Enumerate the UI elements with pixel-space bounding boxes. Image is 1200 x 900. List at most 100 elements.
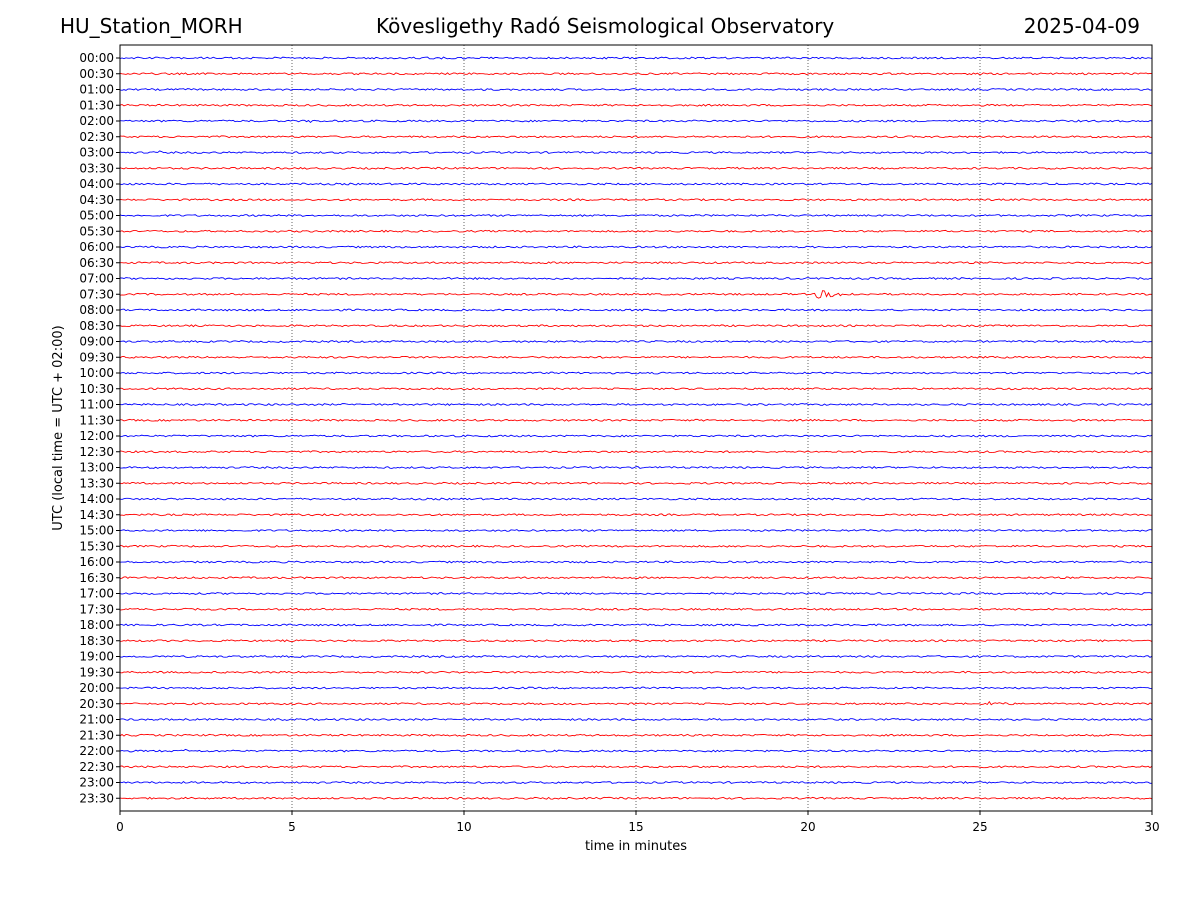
y-tick-label: 18:30 [79,634,114,648]
trace-2300 [119,781,1153,784]
x-tick-label: 15 [628,820,643,834]
y-tick-label: 15:00 [79,524,114,538]
y-tick-label: 20:30 [79,697,114,711]
y-tick-label: 08:00 [79,303,114,317]
trace-2030 [119,700,1153,706]
trace-1630 [119,576,1153,580]
y-tick-label: 23:30 [79,791,114,805]
trace-1930 [119,670,1153,674]
x-tick-label: 30 [1144,820,1159,834]
y-tick-label: 17:00 [79,587,114,601]
y-tick-label: 03:00 [79,146,114,160]
trace-0830 [119,324,1153,328]
y-tick-label: 00:00 [79,51,114,65]
y-tick-label: 15:30 [79,539,114,553]
trace-0530 [119,229,1153,233]
y-tick-label: 09:30 [79,350,114,364]
y-tick-label: 05:00 [79,209,114,223]
y-tick-label: 20:00 [79,681,114,695]
trace-0130 [119,103,1153,107]
y-tick-label: 12:00 [79,429,114,443]
trace-1600 [119,560,1153,564]
trace-0230 [119,135,1153,139]
trace-0900 [119,340,1153,343]
trace-1330 [119,481,1153,485]
y-tick-label: 23:00 [79,776,114,790]
trace-1700 [119,592,1153,595]
x-tick-label: 0 [116,820,124,834]
trace-0100 [119,88,1153,91]
y-tick-label: 03:30 [79,161,114,175]
y-tick-label: 10:30 [79,382,114,396]
trace-1000 [119,371,1153,375]
trace-1800 [119,623,1153,627]
y-tick-label: 06:00 [79,240,114,254]
y-tick-label: 13:00 [79,461,114,475]
grid-lines [291,45,981,811]
trace-1730 [119,607,1153,611]
trace-0330 [119,166,1153,170]
y-tick-label: 01:30 [79,98,114,112]
y-tick-label: 22:30 [79,760,114,774]
y-tick-label: 13:30 [79,476,114,490]
trace-1100 [119,403,1153,406]
y-tick-label: 07:00 [79,272,114,286]
x-axis-label: time in minutes [585,839,687,854]
y-tick-label: 16:30 [79,571,114,585]
trace-2230 [119,765,1153,769]
station-name: HU_Station_MORH [60,14,243,38]
x-tick-label: 10 [456,820,471,834]
trace-0730 [119,290,1153,299]
trace-1200 [119,434,1153,438]
trace-1430 [119,513,1153,517]
y-tick-label: 16:00 [79,555,114,569]
trace-0000 [119,56,1153,60]
trace-2130 [119,733,1153,737]
trace-0400 [119,182,1153,186]
record-date: 2025-04-09 [1023,14,1140,38]
trace-group [119,56,1153,800]
y-tick-label: 22:00 [79,744,114,758]
trace-2330 [119,796,1153,800]
trace-0600 [119,245,1153,249]
trace-0930 [119,355,1153,359]
trace-2100 [119,718,1153,721]
trace-0430 [119,198,1153,202]
trace-0030 [119,72,1153,76]
chart-title: Kövesligethy Radó Seismological Observat… [376,14,835,38]
y-tick-label: 05:30 [79,224,114,238]
y-tick-label: 11:00 [79,398,114,412]
x-tick-label: 5 [288,820,296,834]
y-tick-label: 09:00 [79,335,114,349]
y-tick-label: 00:30 [79,67,114,81]
y-tick-label: 12:30 [79,445,114,459]
y-tick-label: 19:30 [79,665,114,679]
y-tick-label: 08:30 [79,319,114,333]
y-tick-label: 14:00 [79,492,114,506]
trace-0300 [119,150,1153,154]
y-axis-label: UTC (local time = UTC + 02:00) [51,325,66,530]
x-tick-label: 20 [800,820,815,834]
trace-2200 [119,748,1153,753]
y-tick-label: 07:30 [79,287,114,301]
trace-1400 [119,497,1153,501]
trace-1130 [119,418,1153,422]
x-tick-label: 25 [972,820,987,834]
trace-0630 [120,261,1153,265]
y-tick-label: 02:30 [79,130,114,144]
trace-1530 [119,544,1153,548]
y-tick-label: 06:30 [79,256,114,270]
y-tick-label: 19:00 [79,650,114,664]
y-tick-label: 14:30 [79,508,114,522]
trace-0700 [119,277,1153,280]
y-tick-label: 21:00 [79,713,114,727]
trace-1300 [120,466,1153,469]
y-tick-label: 21:30 [79,728,114,742]
trace-0200 [119,119,1153,124]
trace-1230 [119,450,1153,454]
x-axis: 0 5 10 15 20 25 30 [116,811,1160,834]
y-tick-label: 02:00 [79,114,114,128]
y-tick-label: 11:30 [79,413,114,427]
